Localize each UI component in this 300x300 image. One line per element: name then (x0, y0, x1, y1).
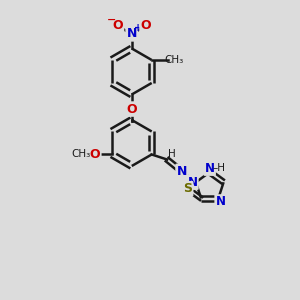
Text: N: N (127, 27, 137, 40)
Text: −: − (107, 15, 116, 25)
Text: –H: –H (212, 163, 225, 173)
Text: +: + (134, 23, 142, 33)
Text: N: N (188, 176, 197, 189)
Text: CH₃: CH₃ (164, 55, 183, 65)
Text: O: O (127, 103, 137, 116)
Text: O: O (90, 148, 100, 161)
Text: CH₃: CH₃ (71, 149, 91, 160)
Text: N: N (205, 162, 215, 175)
Text: S: S (183, 182, 192, 195)
Text: O: O (140, 19, 151, 32)
Text: O: O (112, 19, 123, 32)
Text: N: N (176, 165, 187, 178)
Text: N: N (215, 195, 226, 208)
Text: H: H (168, 149, 176, 160)
